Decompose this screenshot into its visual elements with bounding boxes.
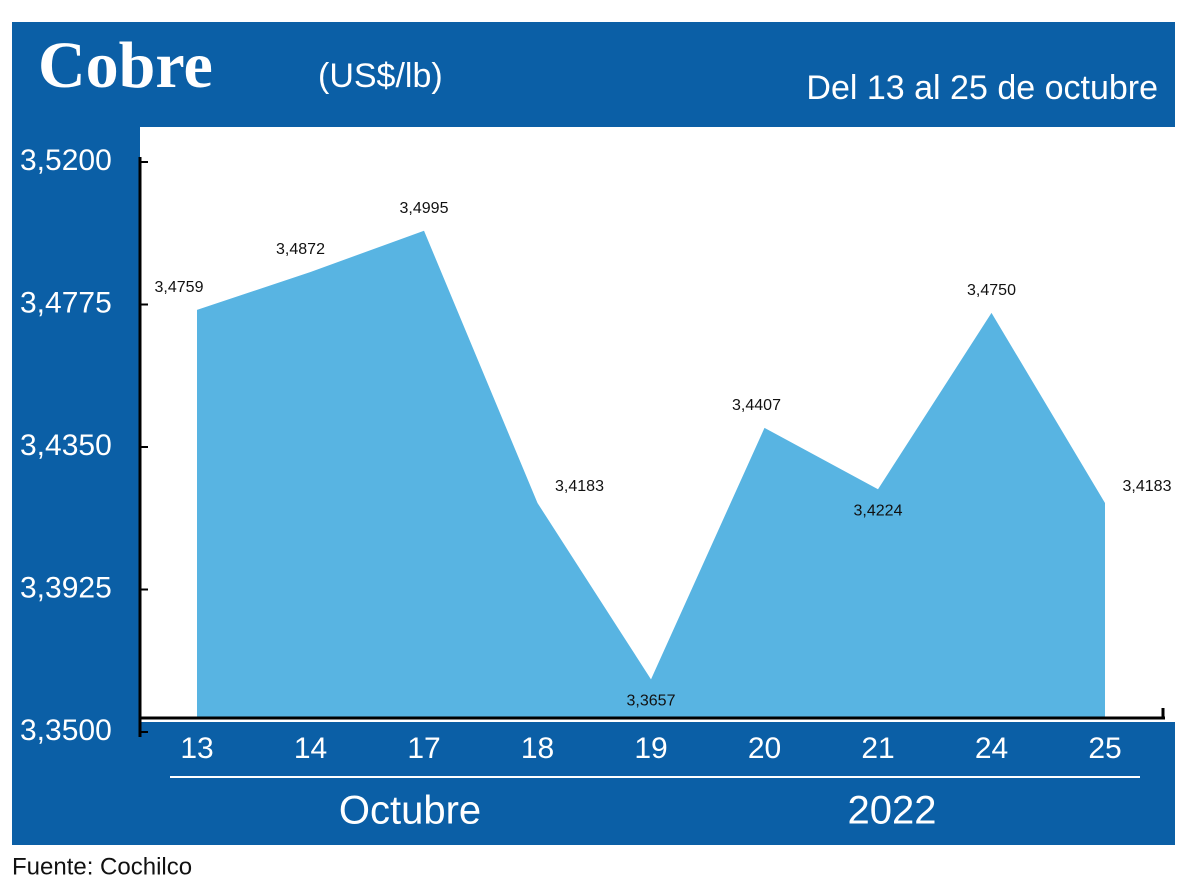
date-range: Del 13 al 25 de octubre [806, 69, 1158, 107]
chart-subtitle: (US$/lb) [318, 57, 443, 95]
value-label: 3,4750 [967, 282, 1016, 299]
x-tick-label: 21 [861, 732, 894, 765]
area [197, 230, 1105, 718]
y-tick-label: 3,4350 [20, 429, 112, 462]
x-tick-label: 24 [975, 732, 1008, 765]
x-tick-label: 17 [407, 732, 440, 765]
x-tick-label: 19 [634, 732, 667, 765]
value-label: 3,4224 [854, 502, 903, 519]
x-tick-label: 13 [180, 732, 213, 765]
x-label: 2022 [848, 789, 937, 833]
y-tick-label: 3,3925 [20, 571, 112, 604]
source: Fuente: Cochilco [12, 853, 192, 880]
x-label: Octubre [339, 789, 481, 833]
value-label: 3,4183 [555, 478, 604, 495]
x-tick-label: 18 [521, 732, 554, 765]
y-tick-label: 3,4775 [20, 286, 112, 319]
value-label: 3,4407 [732, 397, 781, 414]
value-label: 3,4995 [400, 200, 449, 217]
x-tick-label: 20 [748, 732, 781, 765]
chart-title: Cobre [38, 29, 213, 102]
value-label: 3,3657 [627, 693, 676, 710]
x-tick-label: 14 [294, 732, 327, 765]
value-label: 3,4183 [1123, 478, 1172, 495]
value-label: 3,4872 [276, 241, 325, 258]
y-tick-label: 3,5200 [20, 144, 112, 177]
value-label: 3,4759 [155, 279, 204, 296]
y-tick-label: 3,3500 [20, 714, 112, 747]
x-tick-label: 25 [1088, 732, 1121, 765]
